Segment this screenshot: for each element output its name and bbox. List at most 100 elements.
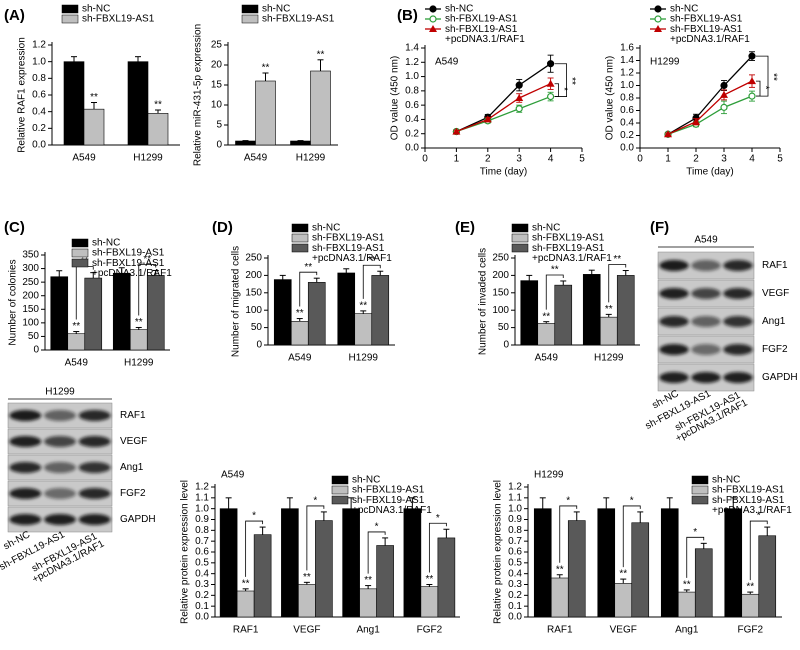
legend-swatch	[71, 258, 89, 268]
error-bar	[603, 497, 610, 509]
legend-label: sh-NC	[82, 4, 110, 15]
legend-label: sh-NC	[670, 4, 698, 15]
legend-marker	[654, 15, 662, 23]
bar	[127, 61, 149, 146]
x-tick-label: A549	[65, 358, 89, 369]
marker	[720, 90, 728, 98]
y-tick-label: 300	[22, 263, 39, 274]
blot-band	[723, 316, 753, 327]
significance-bracket	[559, 505, 578, 563]
significance: **	[296, 308, 304, 319]
marker	[664, 130, 672, 138]
y-tick-label: 1.0	[405, 71, 419, 82]
y-axis-label: Relative miR-431-5p expression	[193, 24, 204, 166]
significance: **	[619, 569, 627, 580]
x-axis-label: Time (day)	[686, 167, 733, 178]
blot-row-label: Ang1	[762, 316, 786, 327]
error-bar	[152, 269, 159, 276]
error-bar	[637, 511, 644, 523]
error-bar	[605, 313, 612, 318]
series-line	[667, 55, 753, 135]
bar	[50, 276, 69, 351]
significance-bracket	[756, 55, 769, 97]
marker	[515, 94, 524, 101]
significance: *	[313, 496, 317, 507]
bar	[129, 329, 148, 351]
bar	[758, 535, 777, 618]
panel-label: (C)	[4, 219, 25, 236]
bar	[371, 275, 390, 346]
y-tick-label: 0.2	[405, 128, 419, 139]
bar	[290, 140, 311, 146]
blot-band	[691, 260, 721, 271]
x-tick-label: H1299	[133, 153, 163, 164]
error-bar	[262, 72, 269, 81]
legend-swatch	[61, 14, 79, 24]
significance: **	[683, 580, 691, 591]
bar	[533, 508, 552, 618]
blot-band	[44, 488, 76, 499]
error-bar	[764, 526, 771, 536]
blot-band	[78, 462, 111, 473]
marker	[692, 117, 700, 125]
error-bar	[382, 537, 389, 546]
bar	[437, 537, 456, 618]
blot-band	[44, 462, 76, 473]
y-tick-label: 0.6	[32, 90, 46, 101]
y-tick-label: 0.0	[195, 612, 209, 623]
x-tick-label: H1299	[349, 353, 379, 364]
x-tick-label: 0	[637, 154, 643, 165]
significance: **	[262, 63, 270, 74]
legend-swatch	[291, 233, 309, 243]
bar	[614, 583, 633, 618]
blot-sample-label: sh-FBXL19-AS1 +pcDNA3.1/RAF1	[26, 529, 107, 585]
y-tick-label: 0.4	[620, 118, 634, 129]
y-tick-label: 0.8	[195, 525, 209, 536]
significance: *	[759, 86, 770, 90]
y-tick-label: 150	[22, 304, 39, 315]
legend-swatch	[691, 495, 709, 505]
error-bar	[303, 581, 310, 585]
significance-bracket	[608, 264, 627, 303]
marker	[452, 127, 461, 135]
bar	[146, 275, 165, 351]
y-tick-label: 0.6	[195, 547, 209, 558]
bar	[554, 284, 573, 346]
chart-annotation: H1299	[650, 57, 680, 68]
y-tick-label: 50	[498, 322, 510, 333]
bar	[310, 70, 331, 146]
error-bar	[730, 497, 737, 509]
y-tick-label: 50	[28, 331, 40, 342]
significance-bracket	[545, 274, 564, 310]
error-bar	[286, 497, 293, 509]
legend-swatch	[71, 238, 89, 248]
bar	[420, 586, 439, 618]
y-axis-label: Number of invaded cells	[478, 248, 489, 355]
bar	[597, 508, 616, 618]
bar	[354, 313, 373, 346]
x-tick-label: 2	[485, 154, 491, 165]
panel-label: (F)	[650, 219, 669, 236]
y-tick-label: 0.4	[32, 106, 46, 117]
y-tick-label: 0.0	[405, 143, 419, 154]
y-axis-label: Number of migrated cells	[231, 246, 242, 357]
y-tick-label: 50	[251, 322, 263, 333]
bar	[307, 282, 326, 346]
legend-label: sh-FBXL19-AS1 +pcDNA3.1/RAF1	[92, 258, 172, 279]
blot-title: A549	[694, 235, 718, 246]
y-tick-label: 0	[256, 340, 262, 351]
y-tick-label: 0.1	[195, 601, 209, 612]
significance: **	[605, 304, 613, 315]
error-bar	[560, 280, 567, 286]
blot-row-label: Ang1	[120, 462, 144, 473]
legend-swatch	[61, 4, 79, 14]
significance-bracket	[367, 531, 386, 574]
marker	[483, 115, 492, 123]
bar	[255, 80, 276, 146]
bar	[147, 113, 169, 146]
error-bar	[118, 267, 125, 274]
y-tick-label: 1.6	[620, 43, 634, 54]
marker	[720, 103, 728, 111]
chart-annotation: A549	[435, 57, 459, 68]
